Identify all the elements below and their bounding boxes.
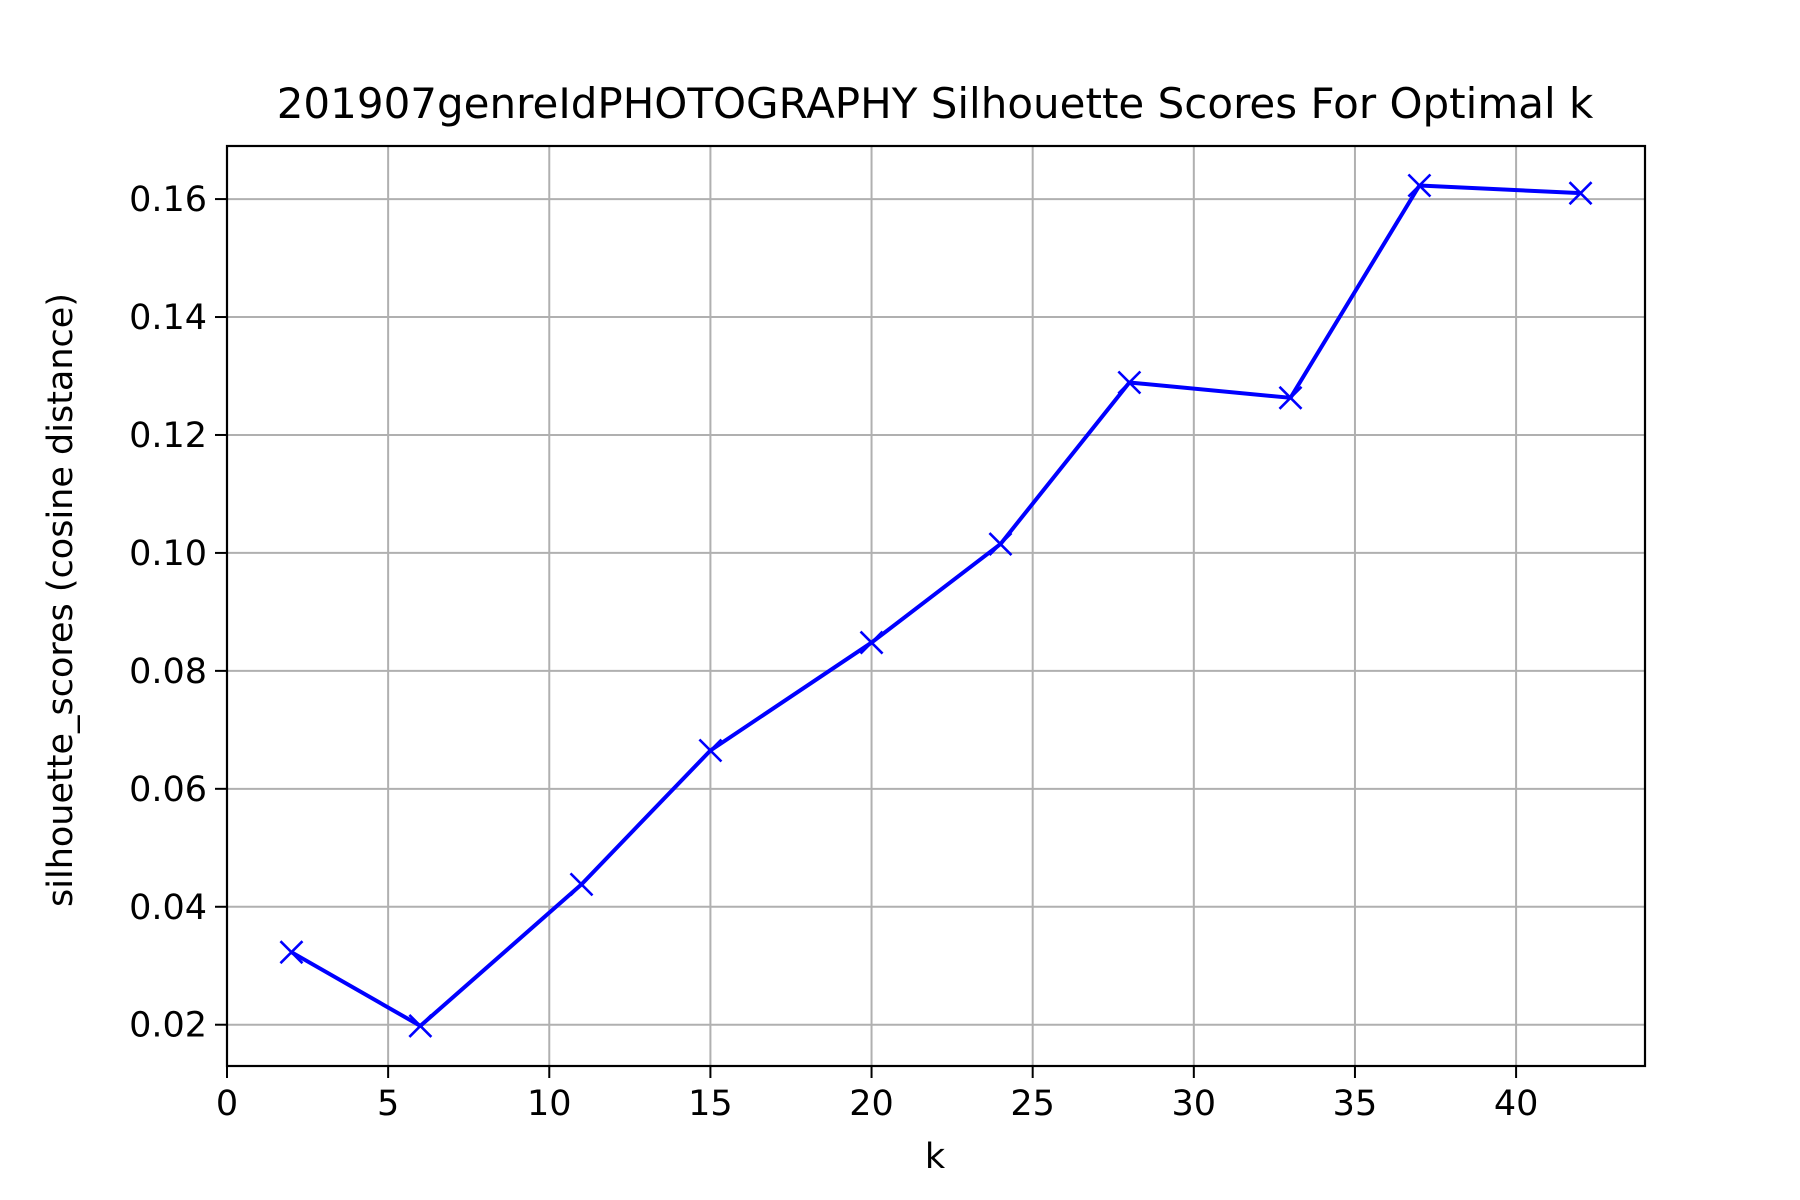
x-tick-label: 15 bbox=[688, 1084, 733, 1124]
y-tick-label: 0.08 bbox=[129, 652, 207, 692]
y-axis-title: silhouette_scores (cosine distance) bbox=[41, 293, 81, 907]
y-tick-label: 0.06 bbox=[129, 770, 207, 810]
y-tick-label: 0.14 bbox=[129, 298, 207, 338]
series-line-layer bbox=[290, 183, 1581, 1028]
data-point-marker bbox=[1407, 173, 1432, 198]
marker-layer bbox=[279, 173, 1593, 1038]
x-tick-label: 30 bbox=[1172, 1084, 1217, 1124]
y-tick-label: 0.16 bbox=[129, 180, 207, 220]
data-point-marker bbox=[408, 1013, 433, 1038]
data-point-marker bbox=[859, 630, 884, 655]
y-axis-ticks: 0.02 0.04 0.06 0.08 0.10 0.12 0.14 0.16 bbox=[129, 180, 227, 1046]
plot-frame bbox=[225, 144, 1647, 1068]
x-tick-label: 40 bbox=[1494, 1084, 1539, 1124]
data-point-marker bbox=[1278, 385, 1303, 410]
y-tick-label: 0.04 bbox=[129, 888, 207, 928]
series-line bbox=[290, 183, 1581, 1028]
x-tick-label: 35 bbox=[1333, 1084, 1378, 1124]
data-point-marker bbox=[279, 940, 304, 965]
x-tick-label: 20 bbox=[849, 1084, 894, 1124]
data-point-marker bbox=[569, 872, 594, 897]
x-axis-title: k bbox=[925, 1137, 946, 1177]
y-tick-label: 0.12 bbox=[129, 416, 207, 456]
data-point-marker bbox=[988, 532, 1013, 556]
x-tick-label: 0 bbox=[216, 1084, 238, 1124]
data-point-marker bbox=[1117, 370, 1142, 395]
data-point-marker bbox=[698, 738, 723, 763]
x-tick-label: 25 bbox=[1010, 1084, 1055, 1124]
y-tick-label: 0.02 bbox=[129, 1006, 207, 1046]
x-tick-label: 5 bbox=[377, 1084, 399, 1124]
grid bbox=[226, 146, 1645, 1066]
x-tick-label: 10 bbox=[527, 1084, 572, 1124]
data-point-marker bbox=[1568, 181, 1593, 206]
y-tick-label: 0.10 bbox=[129, 534, 207, 574]
x-axis-ticks: 0 5 10 15 20 25 30 35 40 bbox=[216, 1066, 1539, 1124]
chart-title: 201907genreIdPHOTOGRAPHY Silhouette Scor… bbox=[277, 79, 1594, 128]
